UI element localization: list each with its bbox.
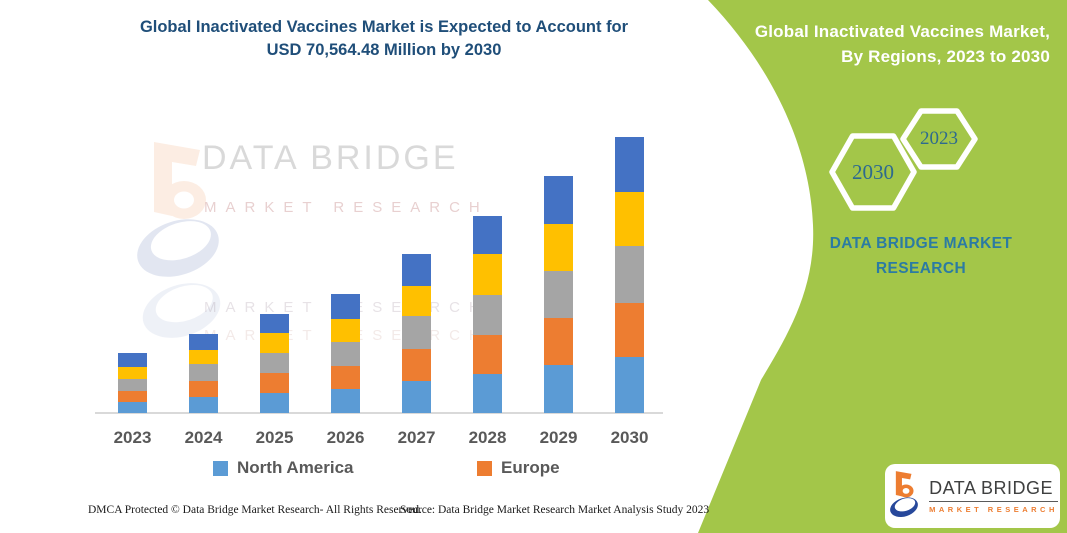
bar-segment-2024-north-america <box>189 397 218 413</box>
bar-segment-2030-unlabeled-yellow <box>615 192 644 246</box>
bar-segment-2025-unlabeled-yellow <box>260 333 289 353</box>
x-axis-label-2026: 2026 <box>326 428 365 447</box>
footer-dmca-text: DMCA Protected © Data Bridge Market Rese… <box>88 504 422 516</box>
bar-segment-2028-unlabeled-yellow <box>473 254 502 295</box>
bar-segment-2025-europe <box>260 373 289 393</box>
main-title-line2: USD 70,564.48 Million by 2030 <box>266 41 502 59</box>
bar-segment-2030-unlabeled-gray <box>615 246 644 303</box>
x-axis-label-2030: 2030 <box>610 428 649 447</box>
x-axis-label-2027: 2027 <box>397 428 436 447</box>
bar-segment-2026-unlabeled-dark-blue <box>331 294 360 319</box>
bar-segment-2028-north-america <box>473 374 502 413</box>
bar-segment-2023-unlabeled-gray <box>118 379 147 391</box>
bar-segment-2030-europe <box>615 303 644 357</box>
logo-card: DATA BRIDGE MARKET RESEARCH <box>885 464 1060 528</box>
hexagon-2030-label: 2030 <box>852 160 894 184</box>
bar-segment-2023-north-america <box>118 402 147 413</box>
logo-card-text: DATA BRIDGE MARKET RESEARCH <box>929 478 1058 514</box>
bar-segment-2029-unlabeled-dark-blue <box>544 176 573 224</box>
bar-segment-2025-unlabeled-gray <box>260 353 289 373</box>
x-axis-label-2029: 2029 <box>539 428 578 447</box>
x-axis-label-2024: 2024 <box>184 428 223 447</box>
bar-segment-2023-unlabeled-yellow <box>118 367 147 379</box>
legend-swatch-icon <box>477 460 492 476</box>
legend-label: North America <box>237 458 354 477</box>
bar-segment-2028-unlabeled-dark-blue <box>473 216 502 254</box>
bar-segment-2029-unlabeled-gray <box>544 271 573 318</box>
bar-2024 <box>189 334 218 413</box>
x-axis-line <box>95 412 663 414</box>
bar-segment-2029-north-america <box>544 365 573 413</box>
bar-segment-2030-north-america <box>615 357 644 413</box>
main-title: Global Inactivated Vaccines Market is Ex… <box>84 16 684 62</box>
legend-item-north-america: North America <box>213 458 354 478</box>
bar-segment-2029-unlabeled-yellow <box>544 224 573 271</box>
footer-source-text: Source: Data Bridge Market Research Mark… <box>400 504 710 516</box>
bar-segment-2024-unlabeled-dark-blue <box>189 334 218 350</box>
bar-segment-2028-unlabeled-gray <box>473 295 502 335</box>
bar-segment-2027-unlabeled-gray <box>402 316 431 349</box>
bar-segment-2026-unlabeled-yellow <box>331 319 360 342</box>
x-axis-label-2023: 2023 <box>113 428 152 447</box>
hexagon-2023-icon <box>900 108 978 170</box>
bar-segment-2024-unlabeled-yellow <box>189 350 218 364</box>
bar-2027 <box>402 254 431 413</box>
bar-segment-2029-europe <box>544 318 573 365</box>
legend-label: Europe <box>501 458 560 477</box>
data-bridge-logo-icon <box>890 471 918 518</box>
bar-2029 <box>544 176 573 413</box>
brand-line1: DATA BRIDGE MARKET <box>829 235 1013 252</box>
bar-segment-2025-unlabeled-dark-blue <box>260 314 289 333</box>
bar-2025 <box>260 314 289 413</box>
x-axis-label-2025: 2025 <box>255 428 294 447</box>
legend-item-europe: Europe <box>477 458 560 478</box>
panel-heading: Global Inactivated Vaccines Market, By R… <box>720 19 1050 69</box>
panel-heading-line2: By Regions, 2023 to 2030 <box>841 47 1050 66</box>
hexagon-2023-label: 2023 <box>920 128 958 149</box>
bar-segment-2024-europe <box>189 381 218 397</box>
bar-segment-2027-europe <box>402 349 431 381</box>
green-panel-path <box>698 0 1067 533</box>
logo-card-name: DATA BRIDGE <box>929 478 1058 502</box>
bar-segment-2027-north-america <box>402 381 431 413</box>
bar-segment-2023-europe <box>118 391 147 402</box>
bar-segment-2027-unlabeled-dark-blue <box>402 254 431 286</box>
bar-segment-2026-europe <box>331 366 360 389</box>
bar-segment-2030-unlabeled-dark-blue <box>615 137 644 192</box>
bar-segment-2025-north-america <box>260 393 289 413</box>
hexagon-2030-icon <box>829 133 917 211</box>
bar-2026 <box>331 294 360 413</box>
bar-2023 <box>118 353 147 413</box>
bar-2028 <box>473 216 502 413</box>
bar-segment-2027-unlabeled-yellow <box>402 286 431 316</box>
bar-2030 <box>615 137 644 413</box>
logo-card-tagline: MARKET RESEARCH <box>929 505 1058 514</box>
hexagons-graphic <box>829 108 978 211</box>
brand-name: DATA BRIDGE MARKET RESEARCH <box>815 231 1027 281</box>
brand-line2: RESEARCH <box>875 260 967 277</box>
x-axis-label-2028: 2028 <box>468 428 507 447</box>
bar-segment-2023-unlabeled-dark-blue <box>118 353 147 367</box>
panel-heading-line1: Global Inactivated Vaccines Market, <box>754 22 1050 41</box>
main-title-line1: Global Inactivated Vaccines Market is Ex… <box>139 18 629 36</box>
bar-segment-2024-unlabeled-gray <box>189 364 218 381</box>
legend-swatch-icon <box>213 460 228 476</box>
bar-segment-2028-europe <box>473 335 502 374</box>
bar-segment-2026-north-america <box>331 389 360 413</box>
bar-segment-2026-unlabeled-gray <box>331 342 360 366</box>
